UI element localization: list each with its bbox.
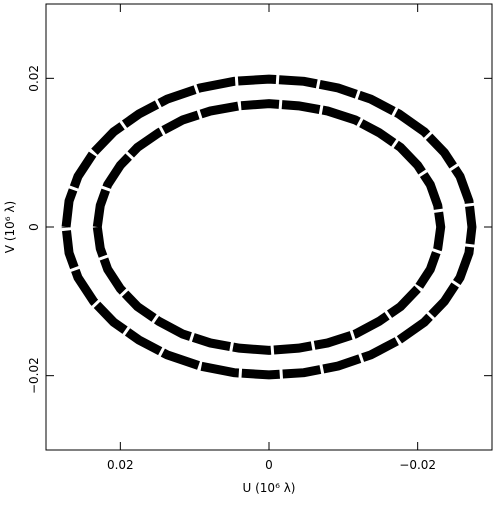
y-axis-label: V (10⁶ λ): [3, 201, 17, 253]
x-tick-label: −0.02: [399, 458, 436, 472]
x-tick-label: 0: [265, 458, 273, 472]
y-tick-label: −0.02: [27, 357, 41, 394]
y-tick-label: 0.02: [27, 65, 41, 92]
x-tick-label: 0.02: [107, 458, 134, 472]
y-tick-label: 0: [27, 223, 41, 231]
x-axis-label: U (10⁶ λ): [243, 481, 296, 495]
uv-track: [61, 74, 477, 380]
plot-frame: [45, 3, 493, 451]
uv-track: [92, 99, 446, 355]
